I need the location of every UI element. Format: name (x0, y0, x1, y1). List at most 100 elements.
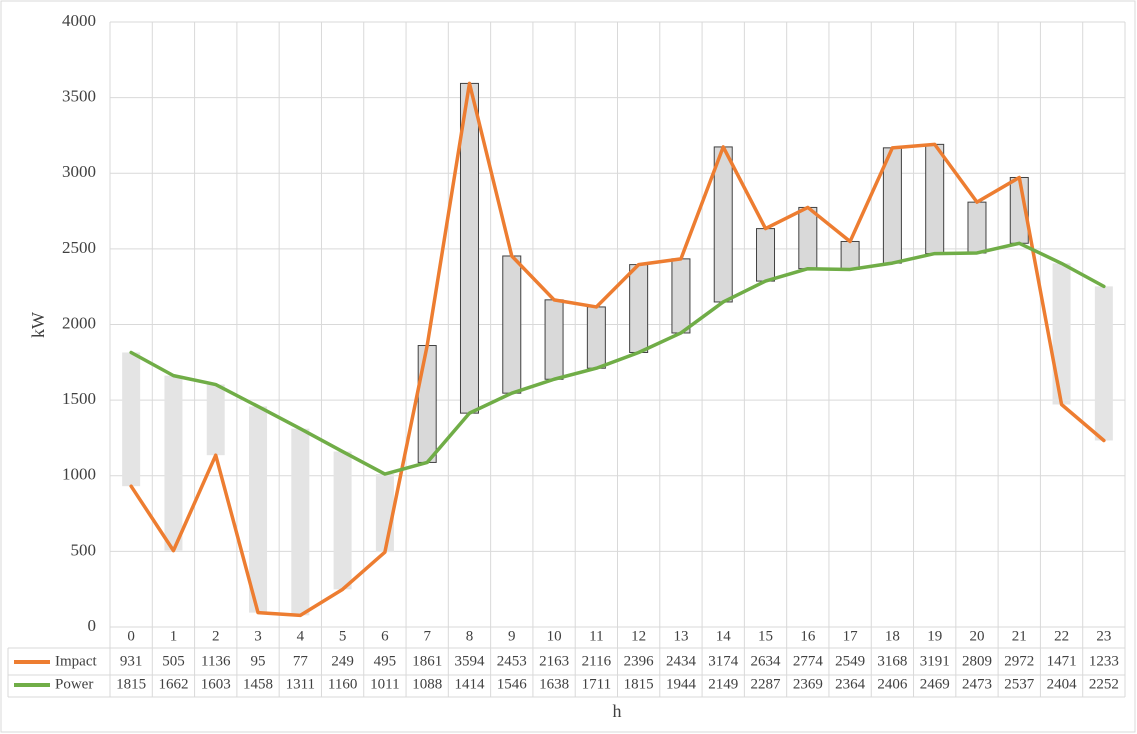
table-value: 1233 (1089, 653, 1119, 669)
series-line (129, 81, 1106, 618)
table-value: 2406 (877, 676, 908, 692)
x-tick-label: 4 (297, 628, 305, 644)
table-value: 2396 (624, 653, 655, 669)
x-tick-label: 9 (508, 628, 516, 644)
x-tick-label: 16 (800, 628, 816, 644)
table-value: 2287 (751, 676, 782, 692)
x-tick-label: 20 (969, 628, 984, 644)
table-value: 2634 (751, 653, 782, 669)
table-value: 3594 (454, 653, 485, 669)
table-value: 2404 (1047, 676, 1078, 692)
down-bar (206, 384, 225, 456)
table-value: 2537 (1004, 676, 1035, 692)
up-bar (544, 299, 564, 380)
up-bar (840, 240, 860, 270)
table-value: 2469 (920, 676, 950, 692)
x-tick-label: 7 (423, 628, 431, 644)
table-value: 1136 (201, 653, 231, 669)
up-bar (417, 345, 437, 463)
up-bar (756, 228, 776, 282)
table-value: 1414 (454, 676, 485, 692)
legend-label: Power (55, 676, 93, 692)
x-tick-label: 6 (381, 628, 389, 644)
x-axis-title: h (613, 701, 622, 721)
table-value: 2252 (1089, 676, 1119, 692)
y-tick-label: 3500 (62, 87, 96, 106)
x-tick-label: 8 (466, 628, 474, 644)
up-bar (713, 146, 733, 303)
up-bar (502, 255, 522, 394)
up-bar (586, 306, 606, 369)
x-tick-label: 17 (843, 628, 859, 644)
table-value: 1160 (328, 676, 357, 692)
table-value: 2809 (962, 653, 992, 669)
table-value: 2149 (708, 676, 738, 692)
series-line (129, 241, 1106, 476)
down-bar (291, 428, 310, 616)
table-value: 2972 (1004, 653, 1034, 669)
x-tick-label: 13 (673, 628, 688, 644)
table-value: 2364 (835, 676, 866, 692)
y-tick-label: 500 (71, 540, 97, 559)
table-value: 931 (120, 653, 143, 669)
x-tick-label: 12 (631, 628, 646, 644)
table-value: 2473 (962, 676, 992, 692)
down-bar (164, 375, 183, 551)
table-value: 2453 (497, 653, 527, 669)
up-bar (967, 201, 987, 254)
table-value: 1662 (158, 676, 188, 692)
x-tick-label: 11 (589, 628, 603, 644)
up-bar (798, 206, 818, 270)
x-tick-label: 21 (1012, 628, 1027, 644)
up-bar (671, 258, 691, 334)
table-value: 3174 (708, 653, 739, 669)
table-value: 1711 (582, 676, 611, 692)
y-tick-label: 2500 (62, 238, 96, 257)
table-value: 1471 (1047, 653, 1077, 669)
down-bar (122, 352, 141, 487)
down-bar (249, 406, 268, 613)
x-tick-label: 14 (716, 628, 732, 644)
table-value: 2163 (539, 653, 569, 669)
up-bar (629, 264, 649, 353)
y-tick-label: 0 (88, 616, 97, 635)
table-value: 1458 (243, 676, 273, 692)
table-value: 2434 (666, 653, 697, 669)
table-value: 2549 (835, 653, 865, 669)
x-tick-label: 22 (1054, 628, 1069, 644)
down-bar (1094, 286, 1113, 441)
down-bar (1052, 263, 1071, 405)
y-tick-label: 2000 (62, 313, 96, 332)
table-value: 1861 (412, 653, 442, 669)
table-value: 495 (374, 653, 397, 669)
legend-label: Impact (55, 653, 97, 669)
table-value: 3191 (920, 653, 950, 669)
y-tick-label: 1500 (62, 389, 96, 408)
table-value: 2774 (793, 653, 824, 669)
table-value: 1311 (286, 676, 315, 692)
x-tick-label: 23 (1096, 628, 1111, 644)
table-value: 249 (331, 653, 354, 669)
x-tick-label: 2 (212, 628, 220, 644)
y-tick-label: 1000 (62, 465, 96, 484)
x-tick-label: 15 (758, 628, 773, 644)
table-value: 1011 (370, 676, 399, 692)
table-value: 2116 (582, 653, 612, 669)
x-tick-label: 18 (885, 628, 900, 644)
table-value: 1815 (624, 676, 654, 692)
table-value: 505 (162, 653, 185, 669)
table-value: 1638 (539, 676, 569, 692)
x-tick-label: 0 (127, 628, 135, 644)
table-value: 1815 (116, 676, 146, 692)
table-value: 1088 (412, 676, 442, 692)
y-axis-title: kW (28, 312, 48, 338)
up-bar (925, 143, 945, 255)
table-value: 1944 (666, 676, 697, 692)
table-value: 3168 (877, 653, 907, 669)
x-tick-label: 19 (927, 628, 942, 644)
y-tick-label: 3000 (62, 162, 96, 181)
table-value: 1603 (201, 676, 231, 692)
y-tick-label: 4000 (62, 11, 96, 30)
